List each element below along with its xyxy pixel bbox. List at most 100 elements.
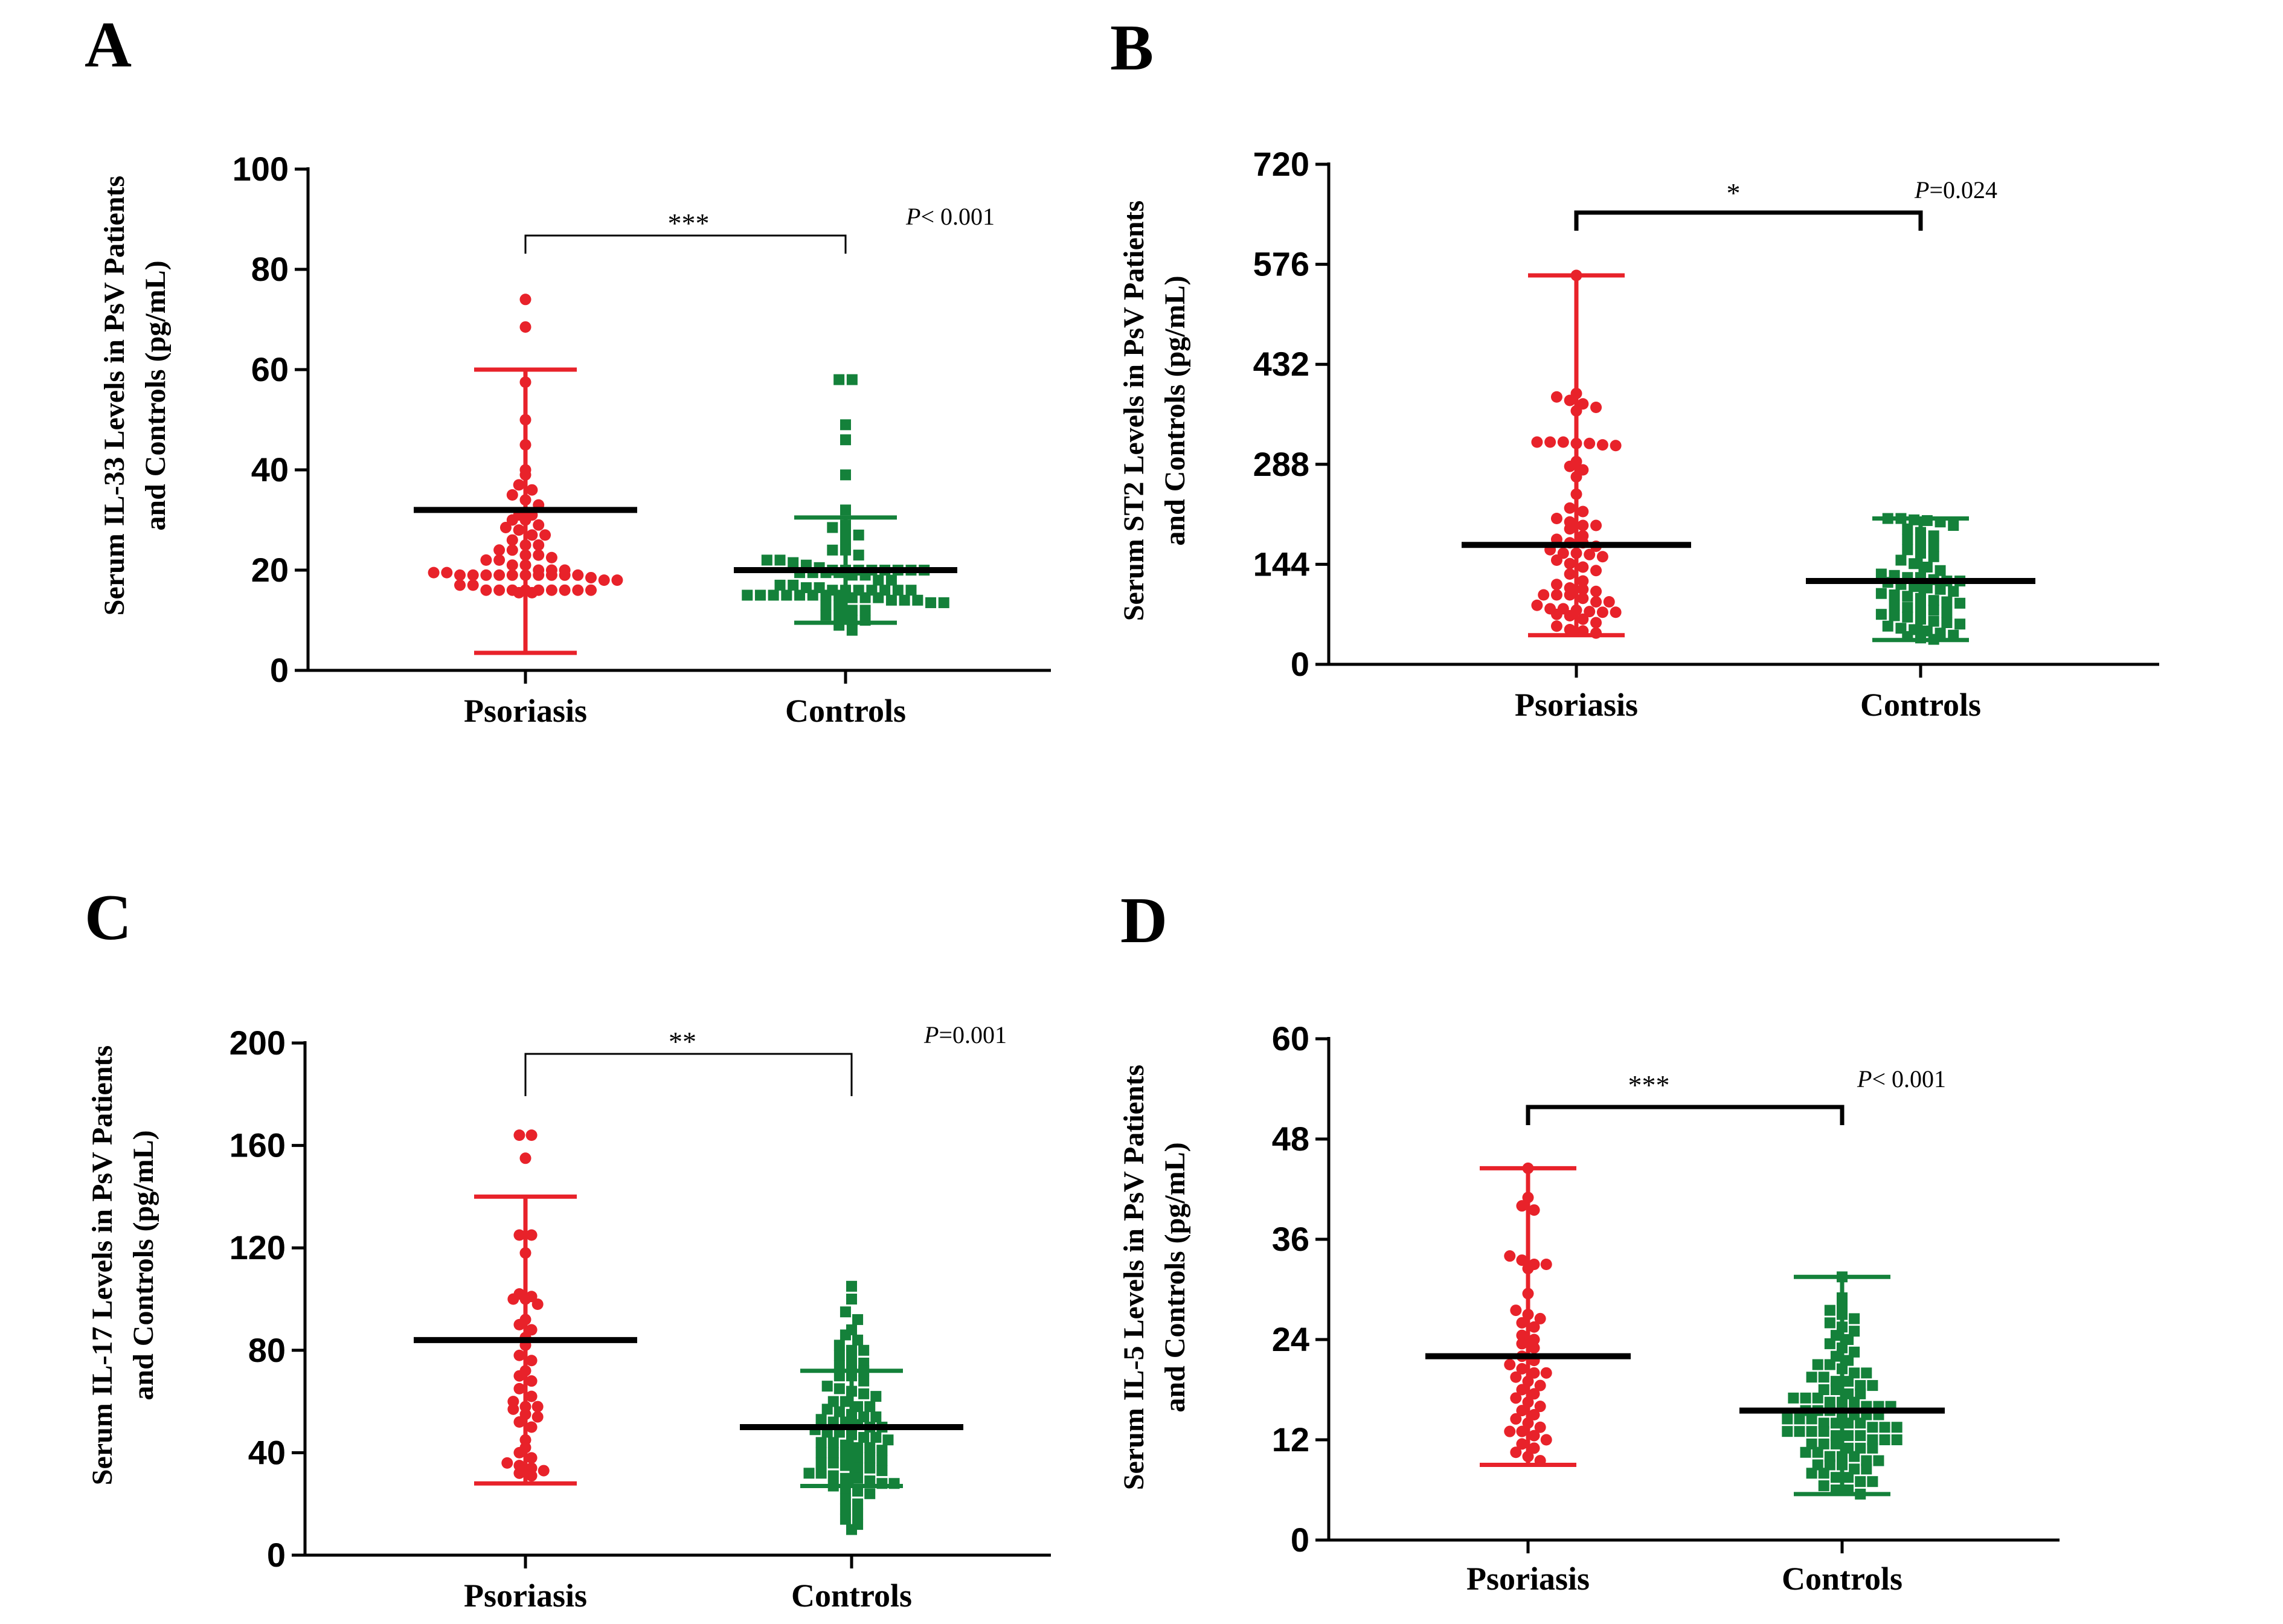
data-point-psoriasis <box>513 1370 525 1382</box>
data-point-psoriasis <box>525 1129 538 1141</box>
data-point-controls <box>864 1442 876 1453</box>
data-point-controls <box>827 522 838 533</box>
data-point-controls <box>1806 1438 1817 1449</box>
data-point-controls <box>1830 1472 1841 1483</box>
data-point-psoriasis <box>1603 596 1615 608</box>
data-point-controls <box>846 624 858 636</box>
data-point-controls <box>1867 1476 1878 1488</box>
data-point-psoriasis <box>506 569 518 581</box>
data-point-controls <box>1812 1446 1823 1458</box>
data-point-psoriasis <box>1516 1338 1528 1350</box>
data-point-controls <box>807 589 818 601</box>
data-point-controls <box>859 605 871 616</box>
data-point-controls <box>846 1355 857 1366</box>
data-point-controls <box>1875 609 1887 620</box>
data-point-controls <box>840 419 851 431</box>
data-point-psoriasis <box>1510 1305 1522 1317</box>
data-point-psoriasis <box>519 294 531 306</box>
data-point-controls <box>827 1470 839 1481</box>
data-point-psoriasis <box>501 1457 513 1469</box>
data-point-controls <box>815 1437 827 1448</box>
data-point-psoriasis <box>506 514 518 526</box>
data-point-psoriasis <box>428 566 440 579</box>
data-point-psoriasis <box>1544 436 1556 448</box>
data-point-controls <box>827 1437 839 1448</box>
data-point-psoriasis <box>1528 1409 1540 1420</box>
data-point-psoriasis <box>513 1318 525 1330</box>
data-point-controls <box>1928 595 1939 606</box>
data-point-controls <box>1861 1463 1872 1475</box>
data-point-psoriasis <box>1577 561 1589 573</box>
data-point-psoriasis <box>545 551 557 563</box>
data-point-psoriasis <box>506 534 518 546</box>
y-tick-label: 80 <box>251 250 289 288</box>
y-tick-label: 60 <box>251 350 289 388</box>
data-point-controls <box>840 1513 851 1525</box>
data-point-controls <box>1794 1413 1805 1425</box>
data-point-controls <box>1782 1426 1793 1437</box>
panel-b: B Serum ST2 Levels in PsV Patients and C… <box>1110 12 2159 723</box>
data-point-psoriasis <box>1550 554 1562 566</box>
data-point-psoriasis <box>525 1452 538 1464</box>
data-point-controls <box>840 434 851 446</box>
data-point-controls <box>1867 1434 1878 1445</box>
data-point-controls <box>846 1294 857 1305</box>
data-point-controls <box>1849 1313 1860 1324</box>
data-point-controls <box>1902 534 1913 545</box>
y-axis-label-line1: Serum IL-5 Levels in PsV Patients <box>1118 1065 1150 1490</box>
data-point-controls <box>885 594 897 606</box>
data-point-controls <box>803 1468 815 1479</box>
data-point-psoriasis <box>533 549 545 561</box>
data-point-psoriasis <box>519 1152 531 1164</box>
data-point-psoriasis <box>1516 1384 1528 1396</box>
y-tick-label: 0 <box>1291 645 1309 683</box>
data-point-psoriasis <box>598 574 610 586</box>
data-point-controls <box>1800 1446 1811 1458</box>
data-point-controls <box>1875 568 1887 580</box>
data-point-controls <box>846 1280 857 1292</box>
data-point-controls <box>1948 520 1959 531</box>
data-point-controls <box>833 1360 845 1372</box>
data-point-psoriasis <box>1590 596 1602 608</box>
data-point-controls <box>1855 1430 1866 1442</box>
data-point-psoriasis <box>531 1411 544 1423</box>
significance-stars: ** <box>669 1026 696 1057</box>
data-point-controls <box>1830 1430 1841 1442</box>
data-point-psoriasis <box>513 1129 525 1141</box>
data-point-controls <box>1941 606 1953 618</box>
data-point-controls <box>1948 629 1959 641</box>
data-point-psoriasis <box>506 544 518 556</box>
y-tick-label: 48 <box>1272 1120 1309 1158</box>
data-point-controls <box>873 592 884 603</box>
data-point-psoriasis <box>1540 1434 1552 1446</box>
data-point-psoriasis <box>1531 599 1543 611</box>
panel-letter: C <box>85 882 132 954</box>
data-point-controls <box>781 589 792 601</box>
data-point-controls <box>925 597 937 608</box>
y-tick-label: 720 <box>1253 145 1309 183</box>
data-point-controls <box>1818 1417 1829 1429</box>
data-point-controls <box>840 1396 851 1407</box>
data-point-controls <box>864 1452 876 1463</box>
data-point-psoriasis <box>513 1467 525 1479</box>
panel-letter: B <box>1110 12 1154 84</box>
data-point-controls <box>1818 1480 1829 1492</box>
y-tick-label: 80 <box>248 1331 286 1369</box>
data-point-controls <box>1788 1392 1799 1404</box>
data-point-psoriasis <box>1564 568 1576 580</box>
data-point-psoriasis <box>533 569 545 581</box>
data-point-controls <box>833 1370 845 1382</box>
data-point-psoriasis <box>1528 1442 1540 1454</box>
y-axis-label-line2: and Controls (pg/mL) <box>1159 275 1191 545</box>
data-point-psoriasis <box>506 559 518 571</box>
data-point-psoriasis <box>1516 1405 1528 1417</box>
y-tick-label: 20 <box>251 551 289 589</box>
data-point-controls <box>1818 1384 1829 1395</box>
data-point-psoriasis <box>1590 402 1602 413</box>
data-point-controls <box>1830 1376 1841 1387</box>
data-point-controls <box>833 1406 845 1417</box>
data-point-psoriasis <box>467 579 479 591</box>
data-point-controls <box>1902 602 1913 613</box>
data-point-controls <box>840 1472 851 1484</box>
data-point-psoriasis <box>513 1349 525 1361</box>
